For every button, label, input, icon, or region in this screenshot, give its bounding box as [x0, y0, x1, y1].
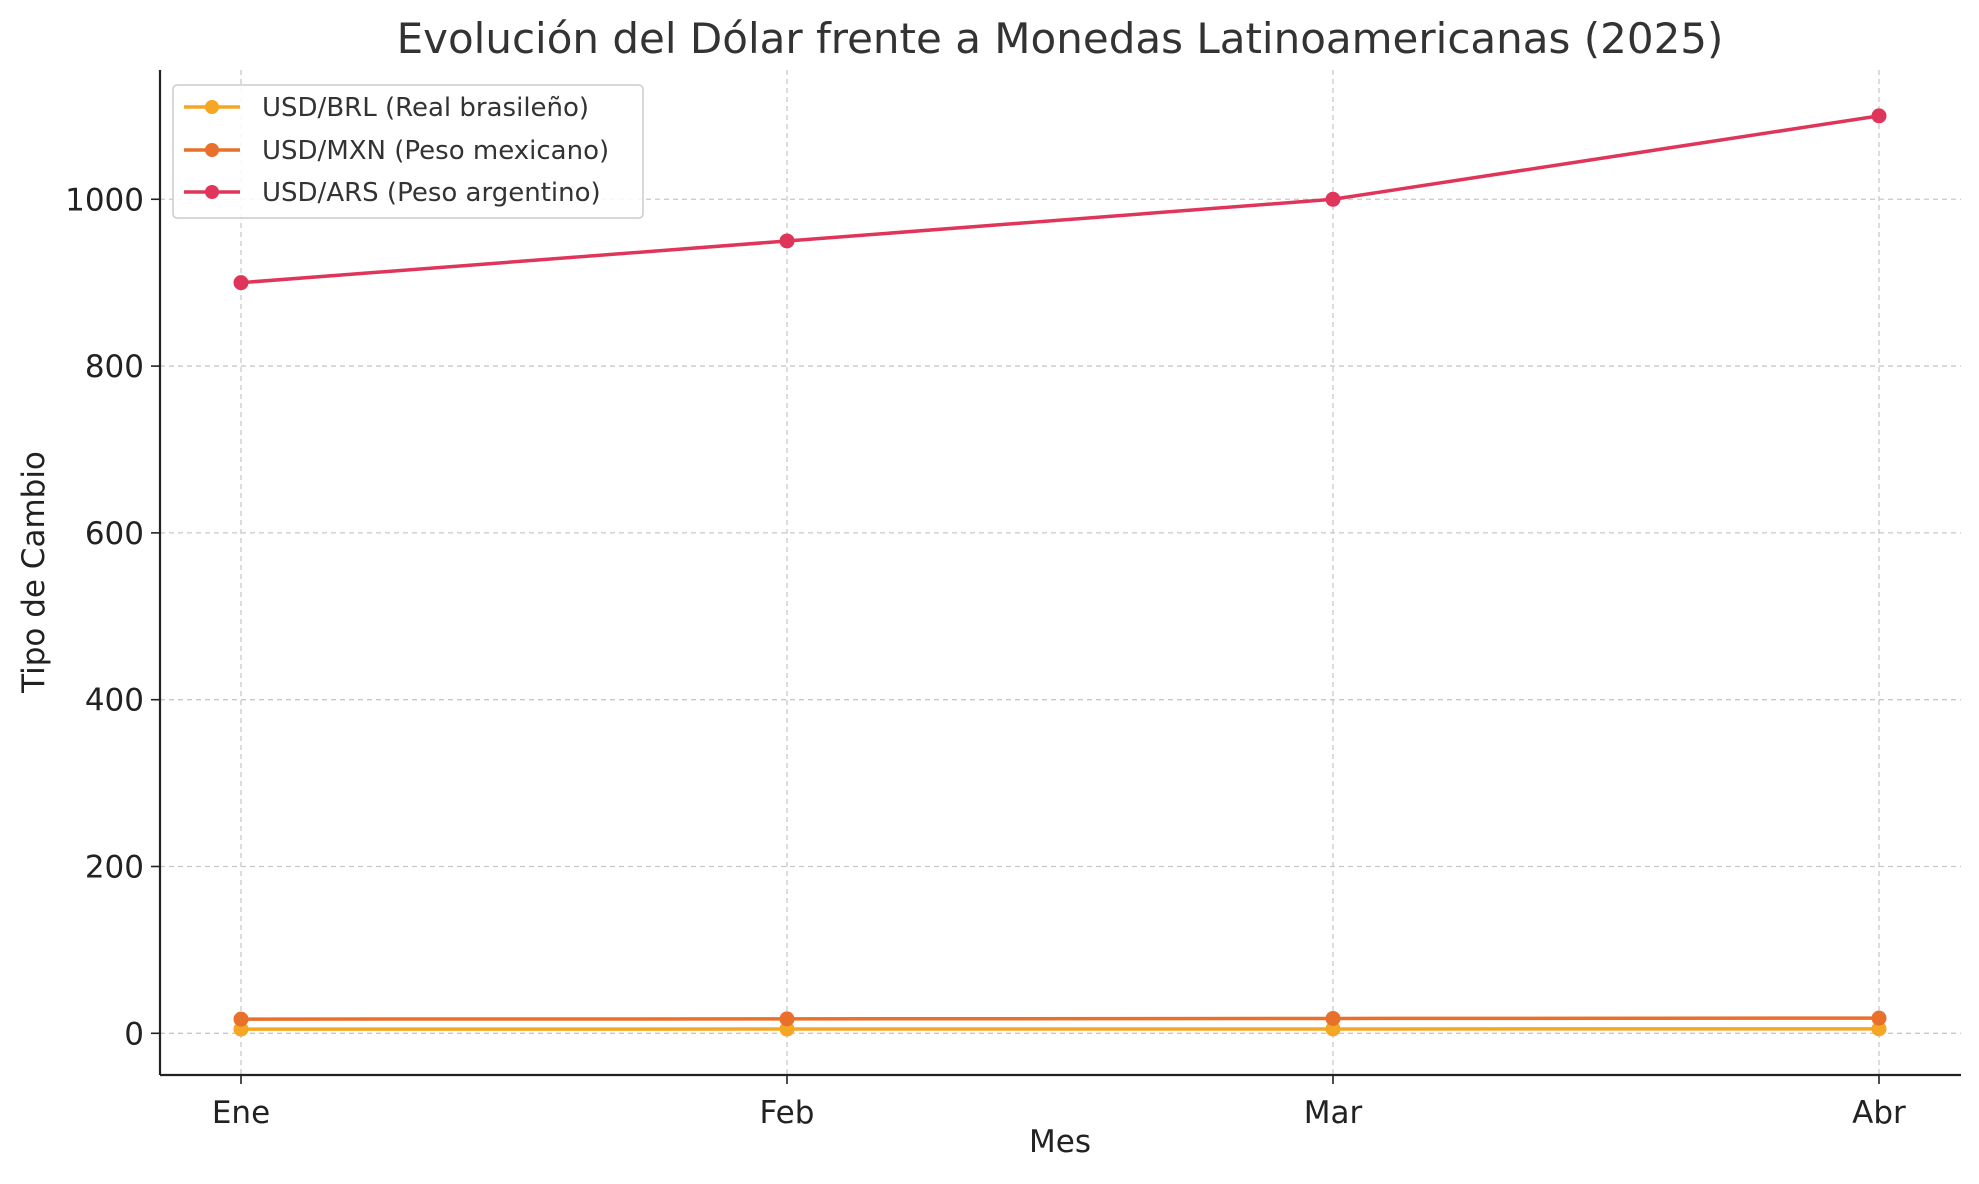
- x-tick-label: Ene: [212, 1095, 270, 1131]
- y-tick-label: 800: [85, 349, 144, 385]
- y-tick-label: 200: [85, 849, 144, 885]
- legend-label-mxn: USD/MXN (Peso mexicano): [262, 136, 609, 166]
- legend-marker-icon: [205, 185, 219, 199]
- legend-label-brl: USD/BRL (Real brasileño): [262, 93, 589, 123]
- x-axis-label: Mes: [1029, 1124, 1091, 1160]
- data-point-1-0: [234, 1012, 249, 1027]
- series-line-1: [241, 1018, 1879, 1019]
- legend-marker-icon: [205, 100, 219, 114]
- y-tick-label: 600: [85, 516, 144, 552]
- data-point-1-2: [1326, 1011, 1341, 1026]
- legend: USD/BRL (Real brasileño) USD/MXN (Peso m…: [173, 85, 643, 218]
- data-point-2-3: [1872, 108, 1887, 123]
- y-tick-label: 0: [124, 1016, 144, 1052]
- tick-labels: 0 200 400 600 800 1000 Ene Feb Mar Abr: [65, 182, 1906, 1131]
- legend-label-ars: USD/ARS (Peso argentino): [262, 178, 601, 208]
- chart-title: Evolución del Dólar frente a Monedas Lat…: [397, 14, 1724, 63]
- legend-marker-icon: [205, 143, 219, 157]
- data-point-2-1: [780, 233, 795, 248]
- data-point-1-1: [780, 1011, 795, 1026]
- data-point-2-0: [234, 275, 249, 290]
- series-lines: [234, 108, 1887, 1036]
- y-axis-label: Tipo de Cambio: [16, 451, 52, 694]
- data-point-2-2: [1326, 192, 1341, 207]
- x-tick-label: Mar: [1304, 1095, 1363, 1131]
- x-tick-label: Abr: [1852, 1095, 1906, 1131]
- y-tick-label: 400: [85, 683, 144, 719]
- y-tick-label: 1000: [65, 182, 144, 218]
- data-point-1-3: [1872, 1011, 1887, 1026]
- x-tick-label: Feb: [760, 1095, 815, 1131]
